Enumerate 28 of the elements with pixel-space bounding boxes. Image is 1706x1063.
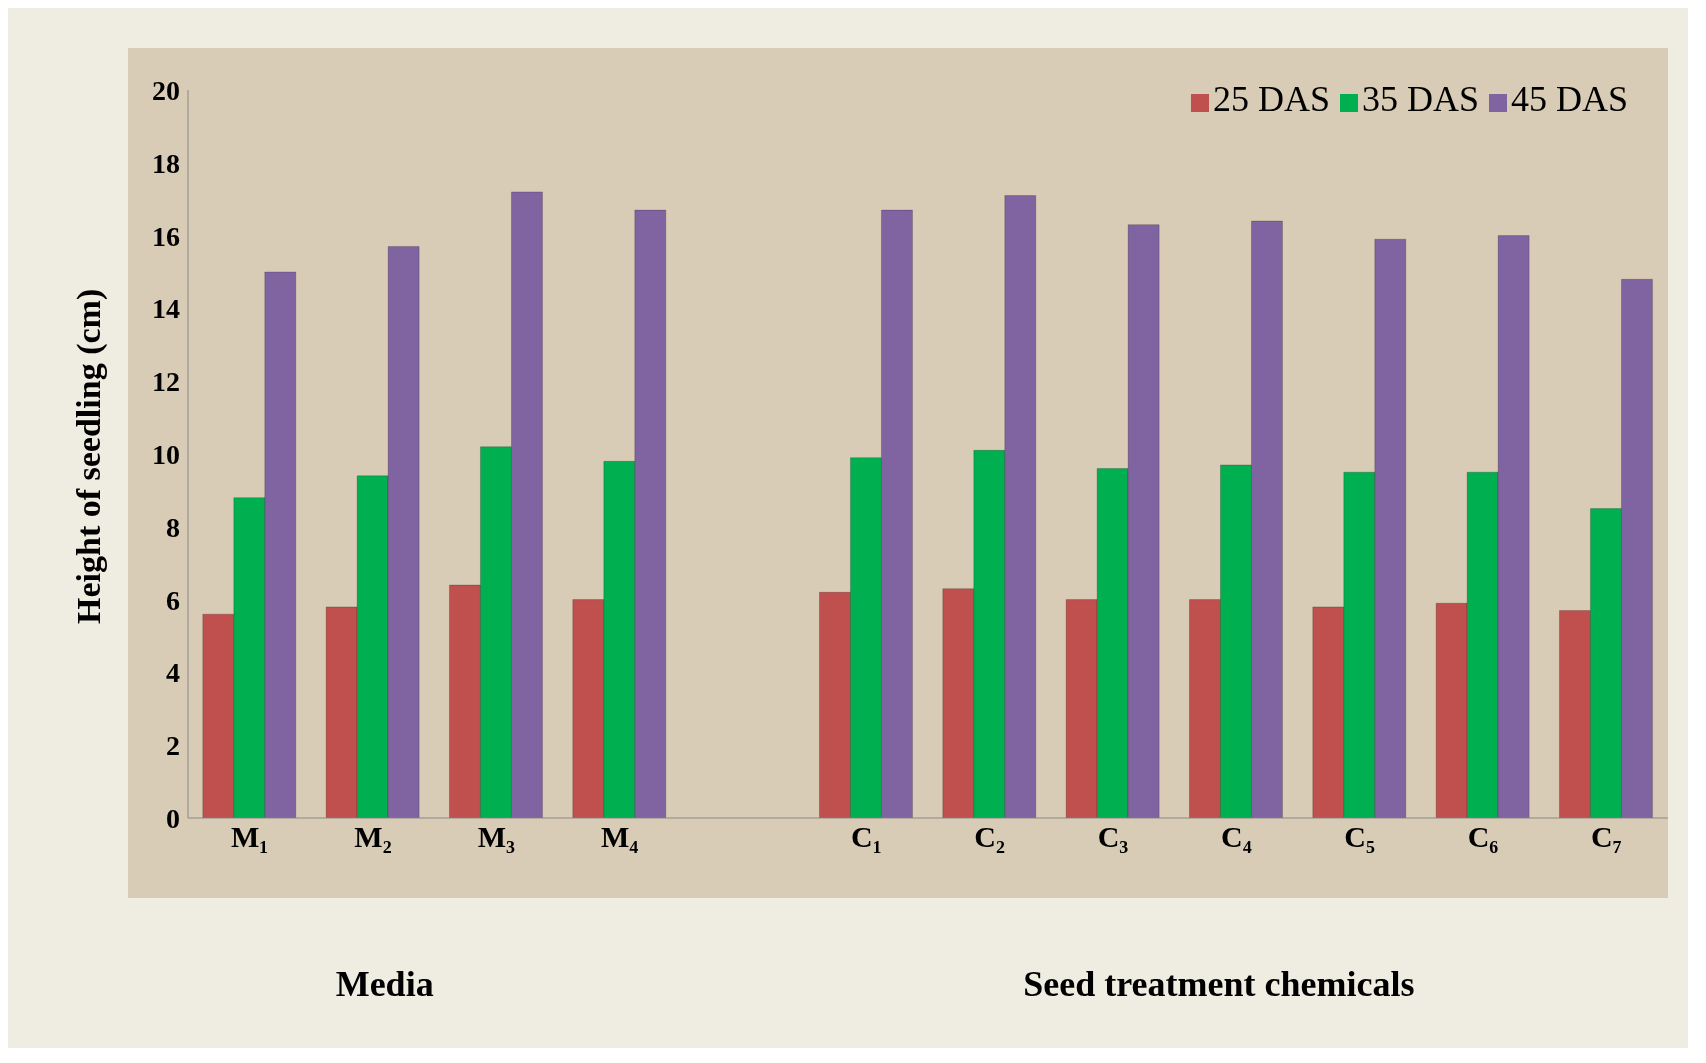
y-tick-label: 0 (166, 802, 180, 834)
y-tick-label: 6 (166, 584, 180, 616)
legend-label: 45 DAS (1510, 79, 1628, 119)
x-tick-label: C₅ (1344, 820, 1375, 854)
y-tick-label: 10 (152, 438, 180, 470)
x-tick-label: C₇ (1591, 820, 1622, 854)
text: Media (334, 963, 435, 1005)
legend-label: 35 DAS (1361, 79, 1479, 119)
y-tick-label: 16 (152, 220, 180, 252)
y-tick-label: 8 (166, 511, 180, 543)
y-tick-label: 20 (152, 74, 180, 106)
x-tick-label: C₆ (1467, 820, 1499, 854)
x-tick-label: C₁ (851, 820, 882, 854)
legend-label: 25 DAS (1212, 79, 1330, 119)
x-tick-label: C₄ (1221, 820, 1252, 854)
y-tick-label: 14 (152, 293, 180, 325)
x-tick-label: M₄ (601, 820, 639, 854)
y-tick-label: 18 (152, 147, 180, 179)
x-tick-label: M₂ (354, 820, 392, 854)
text: Seed treatment chemicals (1022, 963, 1416, 1005)
y-axis-title: Height of seedling (cm) (70, 288, 109, 624)
y-tick-label: 4 (166, 657, 180, 689)
x-tick-label: C₂ (974, 820, 1005, 854)
x-tick-label: C₃ (1097, 820, 1129, 854)
y-tick-label: 2 (166, 730, 180, 762)
x-tick-label: M₁ (231, 820, 269, 854)
y-tick-label: 12 (152, 366, 180, 398)
x-tick-label: M₃ (477, 820, 515, 854)
